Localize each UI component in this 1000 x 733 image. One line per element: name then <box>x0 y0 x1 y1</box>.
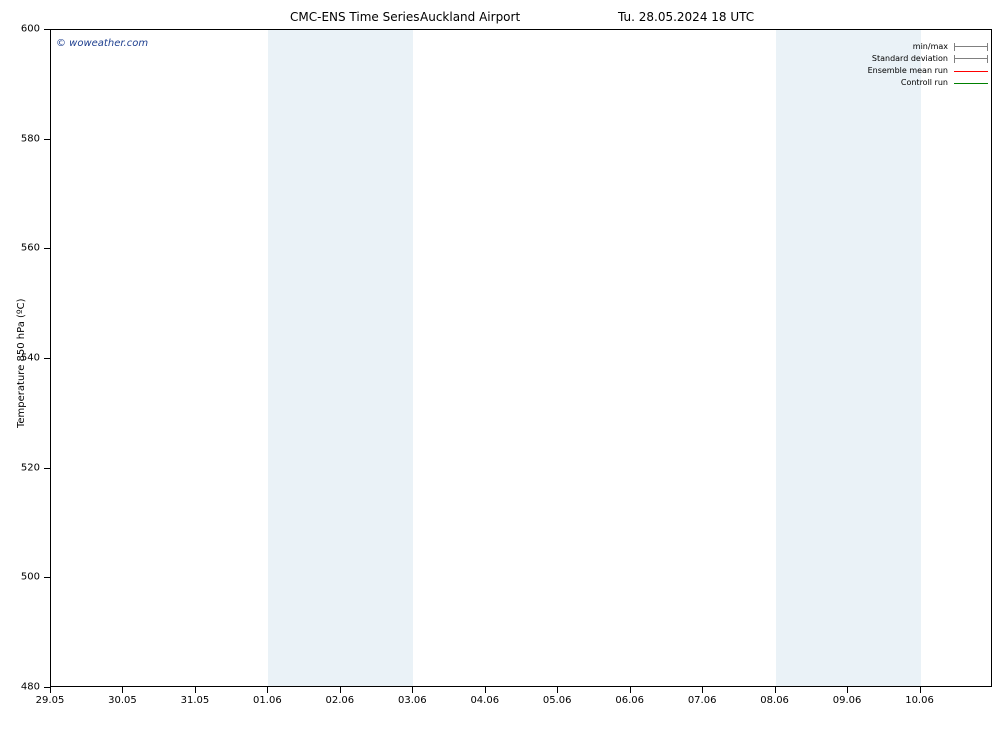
y-tick-mark <box>44 358 50 359</box>
x-tick-mark <box>920 687 921 693</box>
title-datetime: Tu. 28.05.2024 18 UTC <box>618 10 754 24</box>
legend-item: Ensemble mean run <box>868 65 988 77</box>
legend-swatch <box>954 83 988 84</box>
legend-swatch <box>954 71 988 72</box>
x-tick-mark <box>630 687 631 693</box>
x-tick-label: 02.06 <box>326 695 355 706</box>
title-location: Auckland Airport <box>420 10 520 24</box>
y-tick-mark <box>44 139 50 140</box>
legend-item-label: Ensemble mean run <box>868 65 948 77</box>
legend-item-label: Controll run <box>901 77 948 89</box>
y-tick-mark <box>44 577 50 578</box>
legend-swatch <box>954 43 988 51</box>
x-tick-label: 09.06 <box>833 695 862 706</box>
legend: min/maxStandard deviationEnsemble mean r… <box>868 41 988 89</box>
legend-item-label: Standard deviation <box>872 53 948 65</box>
y-tick-label: 480 <box>0 682 40 693</box>
legend-item-label: min/max <box>913 41 948 53</box>
weekend-shade <box>776 30 921 686</box>
y-tick-label: 540 <box>0 353 40 364</box>
legend-item: Controll run <box>868 77 988 89</box>
x-tick-mark <box>557 687 558 693</box>
x-tick-label: 30.05 <box>108 695 137 706</box>
y-tick-mark <box>44 29 50 30</box>
legend-item: Standard deviation <box>868 53 988 65</box>
x-tick-mark <box>412 687 413 693</box>
x-tick-mark <box>50 687 51 693</box>
y-tick-label: 600 <box>0 24 40 35</box>
legend-item: min/max <box>868 41 988 53</box>
x-tick-label: 07.06 <box>688 695 717 706</box>
x-tick-mark <box>485 687 486 693</box>
weekend-shade <box>268 30 413 686</box>
x-tick-mark <box>702 687 703 693</box>
x-tick-label: 31.05 <box>181 695 210 706</box>
x-tick-mark <box>267 687 268 693</box>
x-tick-label: 04.06 <box>470 695 499 706</box>
legend-swatch <box>954 55 988 63</box>
y-tick-mark <box>44 248 50 249</box>
x-tick-label: 03.06 <box>398 695 427 706</box>
x-tick-mark <box>122 687 123 693</box>
x-tick-mark <box>775 687 776 693</box>
watermark: © woweather.com <box>56 38 148 49</box>
y-tick-mark <box>44 468 50 469</box>
x-tick-label: 05.06 <box>543 695 572 706</box>
x-tick-mark <box>195 687 196 693</box>
x-tick-mark <box>847 687 848 693</box>
y-tick-label: 580 <box>0 133 40 144</box>
x-tick-label: 29.05 <box>36 695 65 706</box>
y-tick-label: 500 <box>0 572 40 583</box>
title-source: CMC-ENS Time Series <box>290 10 420 24</box>
x-tick-mark <box>340 687 341 693</box>
x-tick-label: 08.06 <box>760 695 789 706</box>
x-tick-label: 10.06 <box>905 695 934 706</box>
y-tick-label: 560 <box>0 243 40 254</box>
x-tick-label: 06.06 <box>615 695 644 706</box>
y-tick-label: 520 <box>0 462 40 473</box>
plot-area <box>50 29 992 687</box>
x-tick-label: 01.06 <box>253 695 282 706</box>
